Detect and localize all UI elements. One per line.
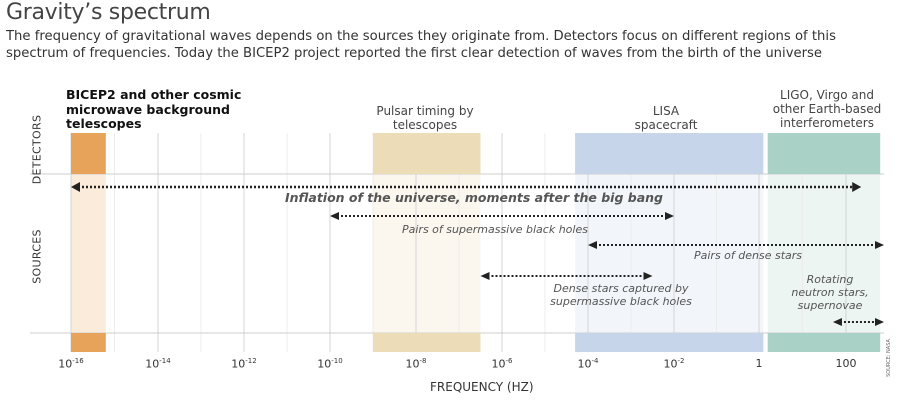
detector-bar-bottom-2 xyxy=(575,333,764,352)
detector-bar-bottom-1 xyxy=(373,333,481,352)
detector-bar-3 xyxy=(767,133,881,174)
tick-label-9: 100 xyxy=(835,357,857,370)
source-label-neutron: Rotating neutron stars, supernovae xyxy=(791,273,869,312)
x-axis-title: FREQUENCY (HZ) xyxy=(430,380,534,394)
source-arrow-head-left-3 xyxy=(480,272,490,280)
source-arrow-head-left-0 xyxy=(71,182,80,192)
source-label-dense-pairs: Pairs of dense stars xyxy=(694,249,803,262)
tick-label-0: 10-16 xyxy=(58,357,84,371)
source-arrow-head-right-3 xyxy=(643,272,653,280)
detector-range-shade-2 xyxy=(575,174,764,333)
tick-label-2: 10-12 xyxy=(231,357,257,371)
detector-bar-bottom-3 xyxy=(767,333,881,352)
source-label-inflation: Inflation of the universe, moments after… xyxy=(285,190,663,205)
chart-subtitle: The frequency of gravitational waves dep… xyxy=(6,29,836,61)
detector-range-shade-1 xyxy=(373,174,481,333)
detector-label-pulsar: Pulsar timing by telescopes xyxy=(376,104,474,132)
source-arrow-head-right-0 xyxy=(852,182,862,192)
tick-label-6: 10-4 xyxy=(577,357,599,371)
source-label-captured: Dense stars captured by supermassive bla… xyxy=(550,282,692,308)
detector-range-shade-3 xyxy=(767,174,881,333)
tick-label-1: 10-14 xyxy=(145,357,171,371)
detector-label-lisa: LISA spacecraft xyxy=(634,104,698,132)
detector-label-ligo: LIGO, Virgo and other Earth-based interf… xyxy=(772,88,882,130)
row-label-detectors: DETECTORS xyxy=(30,114,44,185)
tick-label-7: 10-2 xyxy=(663,357,685,371)
detector-bar-1 xyxy=(373,133,481,174)
source-arrow-head-left-2 xyxy=(588,241,597,249)
source-arrow-head-right-4 xyxy=(875,318,884,326)
source-arrow-head-right-1 xyxy=(665,212,674,220)
source-arrow-head-left-4 xyxy=(832,318,842,326)
tick-label-8: 1 xyxy=(755,357,763,370)
detector-bar-0 xyxy=(71,133,106,174)
source-arrow-head-right-2 xyxy=(875,241,884,249)
row-label-sources: SOURCES xyxy=(30,229,44,284)
tick-label-3: 10-10 xyxy=(317,357,343,371)
detector-range-shade-0 xyxy=(71,174,106,333)
source-arrow-head-left-1 xyxy=(330,212,339,220)
detector-label-bicep2: BICEP2 and other cosmic microwave backgr… xyxy=(66,87,242,131)
detector-bar-2 xyxy=(575,133,764,174)
tick-label-4: 10-8 xyxy=(405,357,427,371)
tick-label-5: 10-6 xyxy=(491,357,513,371)
source-note: SOURCE: NASA xyxy=(885,339,892,377)
detector-bar-bottom-0 xyxy=(71,333,106,352)
source-label-supermassive: Pairs of supermassive black holes xyxy=(402,223,588,236)
chart-title: Gravity’s spectrum xyxy=(6,0,211,25)
